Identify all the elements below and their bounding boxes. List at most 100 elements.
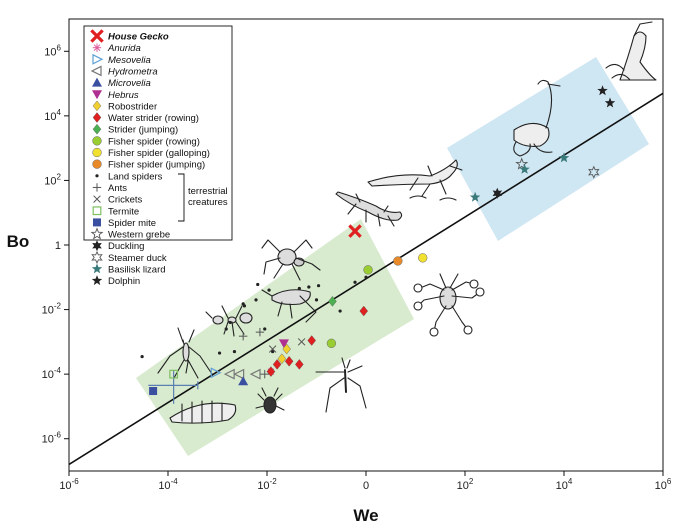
water-strider-illustration — [157, 327, 213, 379]
point-land-spiders — [217, 351, 222, 355]
point-water-strider-rowing — [359, 305, 368, 317]
legend-marker-duckling — [92, 240, 102, 252]
legend-label-termite: Termite — [108, 206, 139, 217]
point-hebrus — [278, 339, 289, 349]
point-water-strider-rowing — [284, 355, 294, 367]
point-land-spiders — [224, 327, 228, 331]
terrestrial-region — [136, 219, 414, 456]
legend-marker-termite — [92, 206, 102, 216]
point-basilisk-lizard — [558, 152, 570, 163]
point-ants — [238, 331, 248, 341]
legend-label-steamer-duck: Steamer duck — [108, 253, 167, 264]
point-land-spiders — [338, 309, 342, 313]
point-ants — [255, 327, 265, 337]
y-tick-label: 10-2 — [42, 302, 62, 317]
legend-marker-fisher-spider-rowing — [92, 136, 102, 146]
point-duckling — [492, 187, 503, 199]
point-ants — [260, 369, 269, 379]
point-hydrometra — [249, 368, 261, 380]
point-western-grebe — [515, 157, 529, 170]
y-tick-label: 104 — [44, 108, 61, 123]
point-land-spiders — [271, 349, 275, 354]
legend-label-fisher-spider-galloping: Fisher spider (galloping) — [108, 148, 210, 159]
point-land-spiders — [316, 284, 321, 288]
legend-marker-dolphin — [91, 275, 103, 286]
point-strider-jumping — [328, 296, 337, 307]
legend-marker-hydrometra — [90, 65, 102, 77]
point-termite — [169, 369, 179, 379]
legend-label-hydrometra: Hydrometra — [108, 66, 158, 77]
legend-label-strider-jumping: Strider (jumping) — [108, 125, 178, 136]
beetle-illustration — [255, 387, 285, 414]
y-tick-label: 1 — [55, 240, 61, 252]
creature-illustrations — [157, 21, 657, 424]
point-land-spiders — [307, 285, 311, 289]
legend-label-anurida: Anurida — [107, 43, 141, 54]
point-spider-mite — [149, 387, 158, 396]
gecko-illustration — [335, 191, 403, 227]
x-tick-label: 0 — [363, 480, 369, 492]
spider-illustration — [261, 239, 321, 281]
legend-label-fisher-spider-jumping: Fisher spider (jumping) — [108, 160, 205, 171]
legend-marker-ants — [92, 183, 102, 192]
point-land-spiders — [228, 320, 232, 325]
legend-marker-spider-mite — [93, 218, 101, 227]
legend-label-crickets: Crickets — [108, 195, 143, 206]
point-crickets — [268, 345, 277, 353]
point-fisher-spider-rowing — [326, 338, 337, 348]
x-tick-label: 104 — [556, 477, 573, 492]
larva-illustration — [169, 400, 237, 424]
y-tick-label: 102 — [44, 172, 61, 187]
point-water-strider-rowing — [272, 359, 282, 370]
point-land-spiders — [256, 282, 260, 287]
cricket-illustration — [261, 289, 317, 323]
point-mesovelia — [210, 367, 222, 379]
large-animal-region — [447, 57, 649, 241]
legend-label-land-spiders: Land spiders — [108, 171, 163, 182]
y-tick-label: 10-4 — [42, 366, 62, 381]
data-points — [140, 85, 616, 396]
terrestrial-label: terrestrial creatures — [188, 186, 230, 208]
legend-label-dolphin: Dolphin — [108, 276, 140, 287]
fisher-spider-illustration — [413, 273, 485, 337]
legend-marker-basilisk-lizard — [91, 263, 103, 274]
point-land-spiders — [364, 275, 368, 279]
grebe-illustration — [605, 21, 657, 81]
ant-illustration — [205, 305, 253, 337]
terrestrial-label-line2: creatures — [188, 197, 228, 208]
y-tick-label: 10-6 — [42, 431, 62, 446]
legend-marker-fisher-spider-jumping — [92, 159, 102, 169]
legend-label-robostrider: Robostrider — [108, 101, 157, 112]
x-tick-label: 10-6 — [59, 477, 79, 492]
point-land-spiders — [263, 327, 267, 331]
legend-label-spider-mite: Spider mite — [108, 218, 156, 229]
point-steamer-duck — [588, 165, 600, 179]
legend-marker-western-grebe — [90, 227, 104, 240]
legend-label-fisher-spider-rowing: Fisher spider (rowing) — [108, 136, 200, 147]
legend-label-mesovelia: Mesovelia — [108, 55, 151, 66]
legend-marker-mesovelia — [92, 53, 104, 65]
point-land-spiders — [297, 286, 301, 291]
point-dolphin — [604, 97, 616, 108]
point-house-gecko — [348, 224, 362, 238]
legend-marker-land-spiders — [95, 174, 99, 178]
legend-label-house-gecko: House Gecko — [108, 32, 169, 43]
x-tick-label: 102 — [457, 477, 474, 492]
point-land-spiders — [232, 349, 237, 354]
point-land-spiders — [140, 354, 144, 359]
legend-label-microvelia: Microvelia — [108, 78, 151, 89]
duck-illustration — [513, 79, 561, 157]
legend-marker-robostrider — [92, 100, 102, 112]
point-fisher-spider-jumping — [393, 256, 403, 266]
legend-label-hebrus: Hebrus — [108, 90, 139, 101]
legend-marker-house-gecko — [90, 29, 104, 43]
legend-box — [83, 25, 233, 241]
x-tick-label: 106 — [655, 477, 672, 492]
error-bar — [148, 370, 199, 404]
legend-marker-crickets — [93, 195, 101, 203]
point-water-strider-rowing — [295, 359, 304, 370]
point-basilisk-lizard — [469, 191, 481, 202]
legend: House GeckoAnuridaMesoveliaHydrometraMic… — [83, 25, 233, 287]
point-hydrometra — [233, 368, 245, 380]
